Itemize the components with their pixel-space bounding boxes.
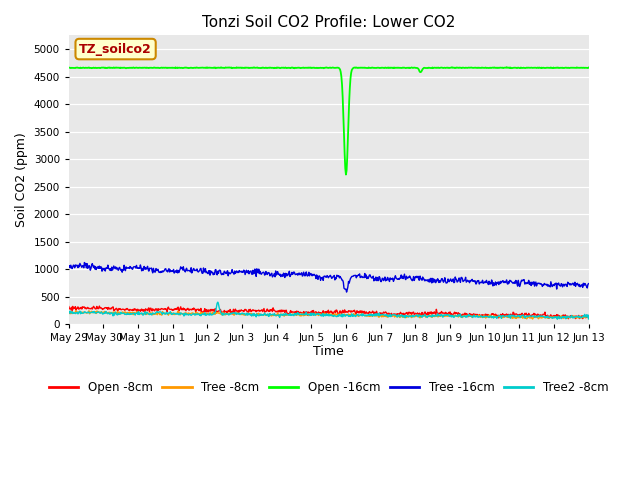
Text: TZ_soilco2: TZ_soilco2 bbox=[79, 43, 152, 56]
Y-axis label: Soil CO2 (ppm): Soil CO2 (ppm) bbox=[15, 132, 28, 227]
Title: Tonzi Soil CO2 Profile: Lower CO2: Tonzi Soil CO2 Profile: Lower CO2 bbox=[202, 15, 456, 30]
Legend: Open -8cm, Tree -8cm, Open -16cm, Tree -16cm, Tree2 -8cm: Open -8cm, Tree -8cm, Open -16cm, Tree -… bbox=[44, 377, 613, 399]
X-axis label: Time: Time bbox=[314, 345, 344, 358]
